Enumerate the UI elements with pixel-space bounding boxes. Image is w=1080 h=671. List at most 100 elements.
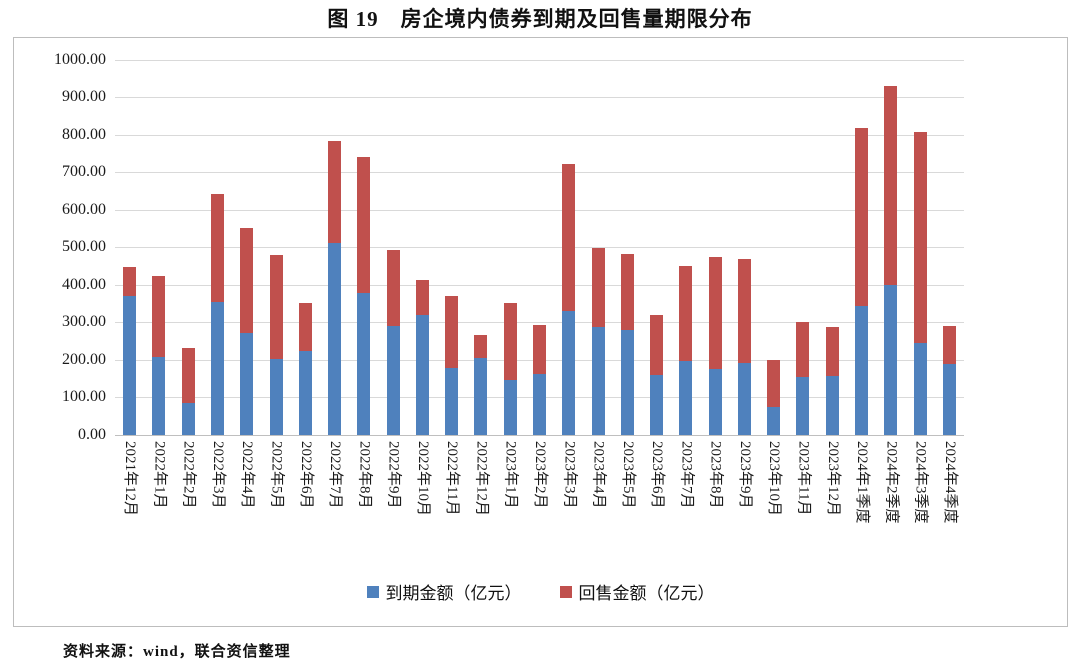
bar-segment-maturity	[503, 379, 517, 435]
x-axis-tick-label: 2023年2月	[532, 441, 548, 509]
bar-segment-maturity	[708, 368, 722, 435]
bar-segment-maturity	[796, 376, 810, 435]
bar-segment-maturity	[737, 362, 751, 435]
y-axis-tick-label: 400.00	[62, 275, 106, 293]
bar-segment-maturity	[942, 363, 956, 435]
bar-segment-maturity	[591, 326, 605, 435]
x-axis-tick-label: 2023年1月	[502, 441, 519, 509]
bar-segment-putback	[533, 324, 546, 375]
x-axis-tick-label: 2022年8月	[356, 441, 373, 509]
bar-segment-putback	[445, 296, 459, 369]
y-axis-tick-label: 300.00	[62, 313, 106, 331]
bar-segment-putback	[737, 258, 751, 363]
bar-segment-putback	[181, 347, 195, 404]
bar-segment-putback	[825, 326, 839, 377]
bar-segment-putback	[503, 302, 517, 380]
bar-segment-maturity	[679, 361, 693, 435]
x-axis-tick-label: 2022年10月	[414, 441, 431, 517]
bar-segment-maturity	[913, 343, 927, 435]
bar-segment-putback	[357, 157, 371, 294]
x-axis-tick-label: 2022年5月	[268, 441, 285, 509]
gridline	[115, 59, 964, 61]
x-axis-tick-label: 2022年4月	[239, 441, 256, 509]
bar-segment-putback	[269, 254, 283, 359]
legend-label-putback: 回售金额（亿元）	[578, 584, 715, 603]
bar-segment-maturity	[386, 326, 400, 435]
legend-item-putback: 回售金额（亿元）	[559, 579, 715, 604]
x-axis-tick-label: 2022年12月	[473, 441, 490, 517]
gridline	[115, 172, 964, 174]
bar-segment-maturity	[415, 315, 429, 435]
bar-segment-putback	[591, 248, 605, 327]
gridline	[115, 284, 964, 286]
bar-segment-maturity	[855, 306, 869, 435]
x-axis-tick-label: 2022年7月	[327, 441, 344, 509]
y-axis-tick-label: 1000.00	[54, 50, 106, 68]
bar-segment-maturity	[445, 368, 459, 435]
bar-segment-putback	[679, 266, 693, 362]
chart-frame: 0.00 100.00 200.00 300.00 400.00 500.00 600.00…	[13, 37, 1068, 627]
bar-segment-maturity	[357, 293, 371, 435]
x-axis-tick-label: 2023年8月	[707, 441, 724, 509]
bar-segment-putback	[328, 141, 342, 244]
source-note: 资料来源：wind，联合资信整理	[63, 644, 291, 660]
y-axis-tick-label: 0.00	[78, 426, 106, 443]
gridline	[115, 247, 964, 249]
bar-segment-putback	[298, 302, 312, 352]
bar-segment-putback	[620, 254, 634, 330]
x-axis-tick-label: 2022年3月	[209, 441, 226, 509]
y-axis-tick-label: 700.00	[62, 163, 106, 181]
bar-segment-maturity	[825, 376, 839, 435]
bar-segment-putback	[415, 279, 429, 316]
bar-segment-putback	[210, 193, 224, 302]
bar-segment-maturity	[123, 296, 137, 435]
gridline	[115, 134, 964, 136]
y-axis-tick-label: 200.00	[62, 350, 106, 368]
bar-segment-putback	[240, 227, 254, 333]
bar-segment-putback	[562, 163, 576, 311]
bar-segment-maturity	[650, 375, 664, 435]
x-axis-tick-label: 2024年3季度	[912, 441, 929, 524]
bar-segment-putback	[942, 326, 956, 364]
bar-segment-maturity	[767, 406, 781, 435]
bar-segment-maturity	[562, 310, 576, 435]
bar-segment-putback	[386, 249, 400, 327]
x-axis-tick-label: 2023年7月	[678, 441, 695, 509]
bar-segment-putback	[796, 321, 810, 377]
x-axis-tick-label: 2022年11月	[444, 441, 461, 516]
x-axis-tick-label: 2023年10月	[766, 441, 783, 517]
bar-segment-putback	[767, 359, 781, 407]
bar-segment-maturity	[269, 358, 283, 435]
bar-segment-maturity	[240, 332, 254, 435]
y-axis-tick-label: 100.00	[62, 388, 106, 406]
bar-segment-putback	[708, 257, 722, 369]
bar-segment-putback	[884, 85, 898, 286]
x-axis-tick-label: 2021年12月	[122, 441, 139, 517]
bar-segment-putback	[152, 275, 166, 358]
x-axis-tick-label: 2023年6月	[649, 441, 666, 509]
chart-title: 图 19 房企境内债券到期及回售量期限分布	[327, 7, 753, 31]
bar-segment-maturity	[298, 351, 312, 435]
gridline	[115, 97, 964, 99]
x-axis-tick-label: 2023年5月	[619, 441, 636, 509]
bar-segment-maturity	[328, 243, 342, 435]
y-axis-tick-label: 600.00	[62, 200, 106, 218]
bar-segment-putback	[650, 315, 664, 376]
y-axis-tick-label: 900.00	[62, 88, 106, 106]
bar-segment-putback	[855, 128, 869, 307]
bar-segment-maturity	[620, 329, 634, 435]
x-axis-tick-label: 2022年1月	[151, 441, 168, 509]
bar-segment-maturity	[210, 301, 224, 435]
maturity-swatch-icon	[366, 585, 379, 598]
chart-legend: 到期金额（亿元） 回售金额（亿元）	[14, 579, 1067, 604]
legend-label-maturity: 到期金额（亿元）	[385, 584, 522, 603]
x-axis-tick-label: 2023年9月	[736, 441, 753, 509]
bar-segment-maturity	[884, 285, 898, 435]
x-axis-tick-label: 2024年1季度	[854, 441, 871, 524]
x-axis-tick-label: 2024年4季度	[941, 441, 958, 524]
bar-segment-maturity	[474, 358, 488, 435]
bar-segment-putback	[123, 266, 137, 297]
bar-segment-maturity	[533, 374, 546, 435]
x-axis-tick-label: 2022年9月	[385, 441, 402, 509]
